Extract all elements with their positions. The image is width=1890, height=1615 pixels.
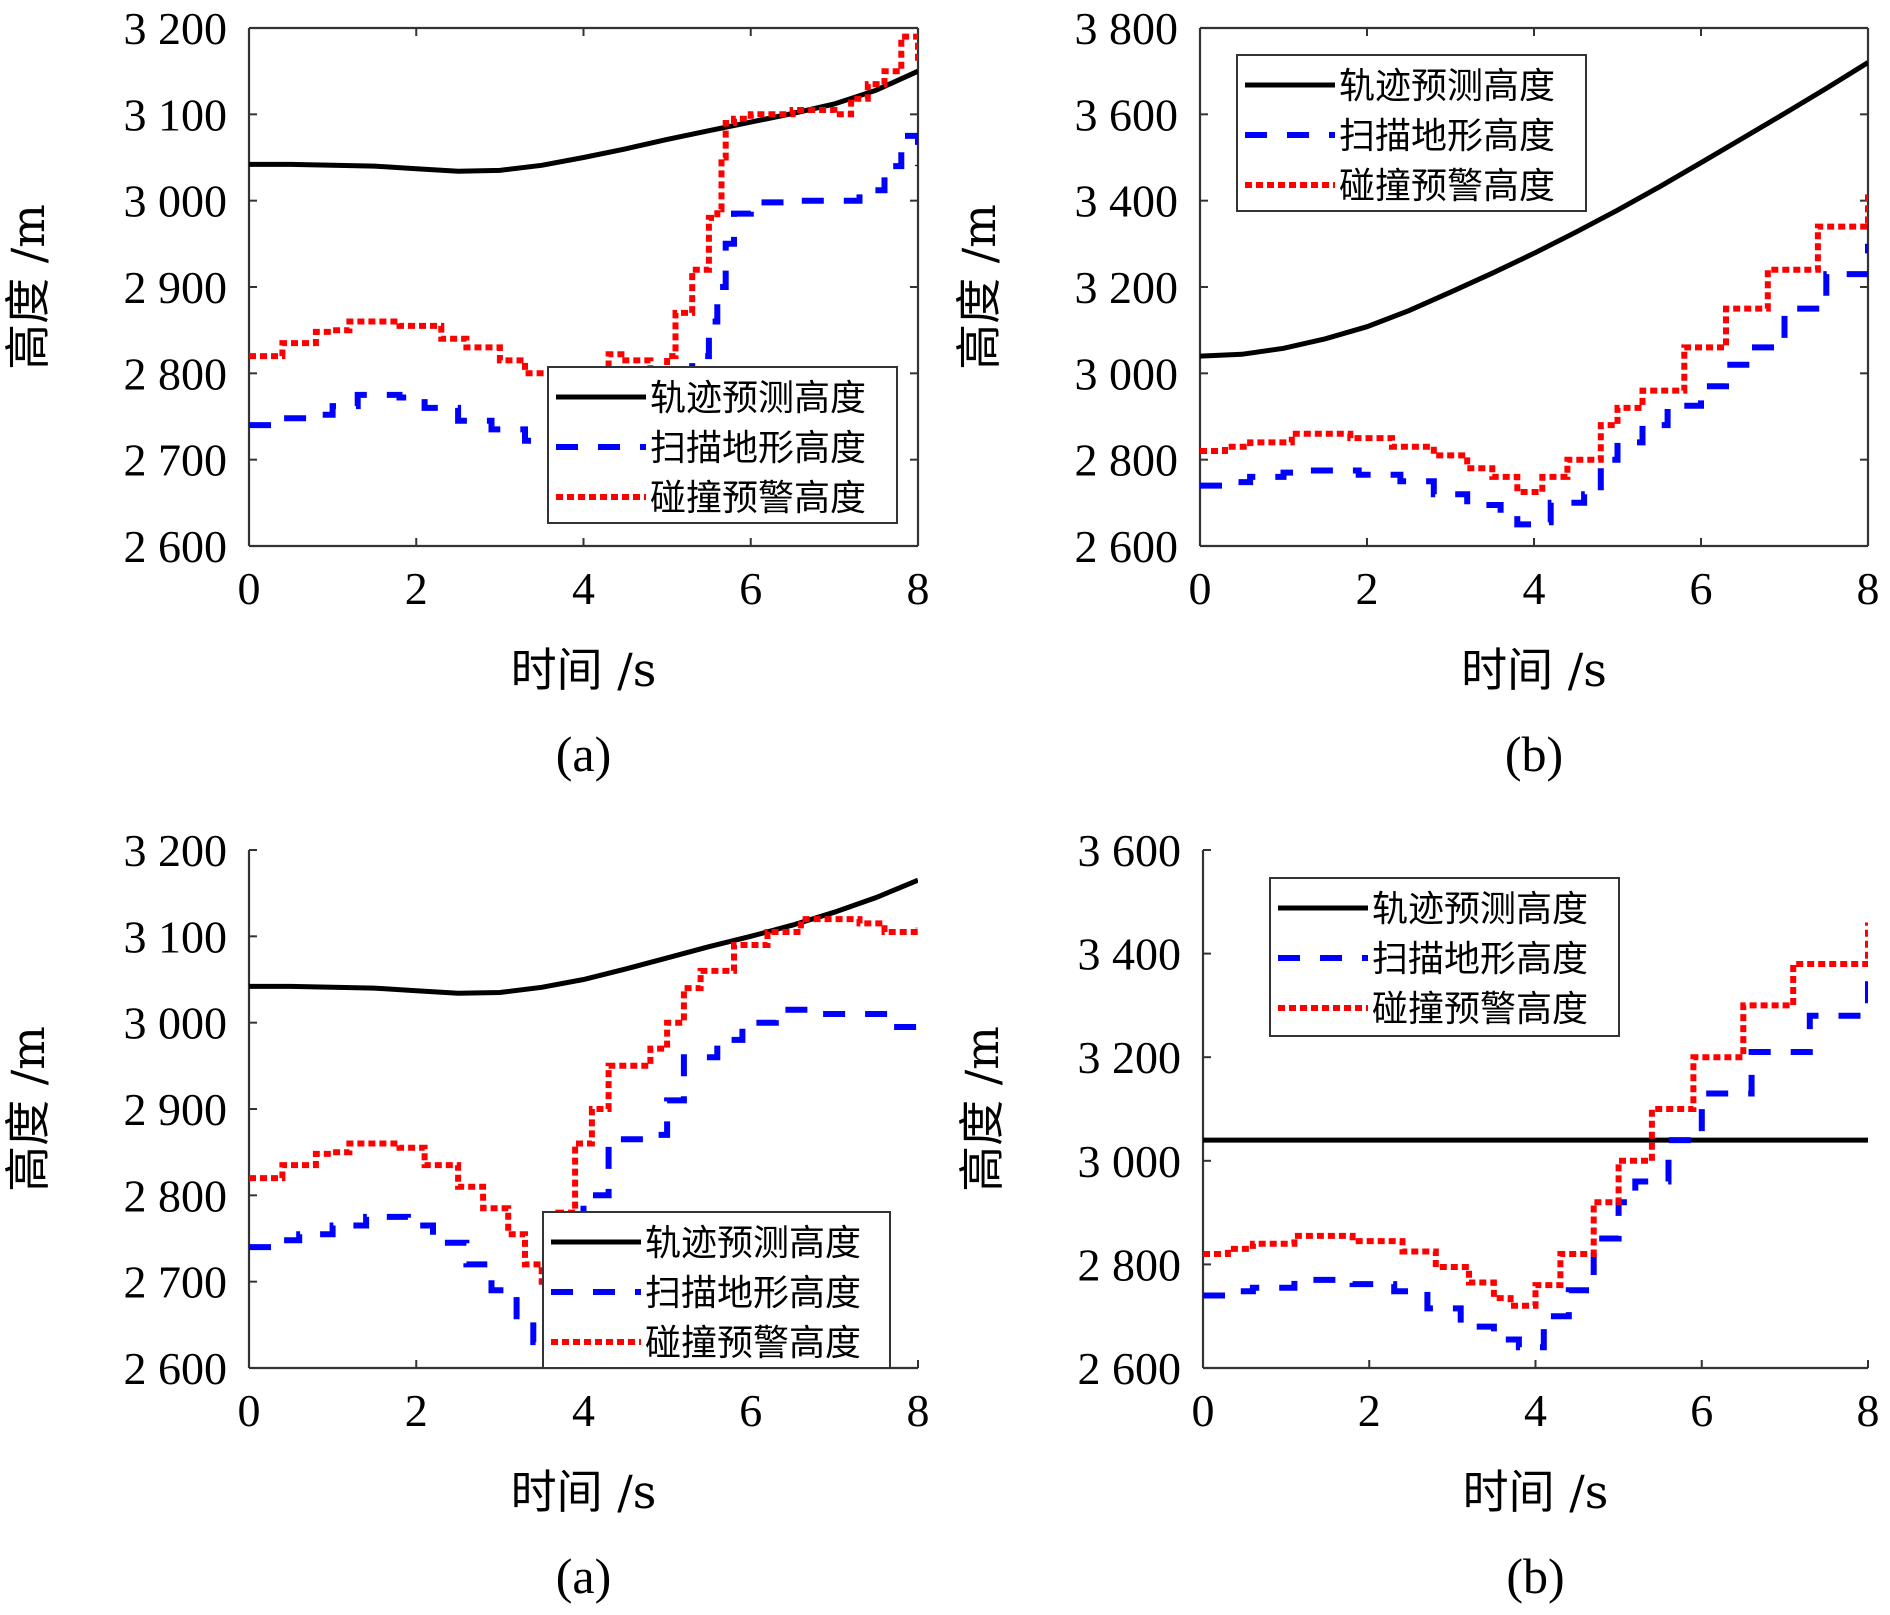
y-tick-label: 2 800 (1075, 435, 1179, 486)
legend-label: 轨迹预测高度 (1372, 889, 1588, 930)
y-tick-label: 3 200 (1078, 1032, 1182, 1083)
series-line-warning (249, 33, 918, 398)
x-tick-label: 2 (1358, 1385, 1381, 1436)
x-axis-title: 时间 /s (511, 1465, 657, 1519)
y-tick-label: 2 900 (124, 262, 228, 313)
y-tick-label: 2 800 (124, 1170, 228, 1221)
y-tick-label: 3 200 (124, 825, 228, 876)
series-line-trajectory (249, 877, 918, 996)
x-axis-title: 时间 /s (1461, 643, 1607, 697)
panel-top-right: 0 2 4 6 8 2 600 2 800 3 000 3 200 3 400 3 600 3 800… (952, 3, 1880, 782)
legend-label: 扫描地形高度 (645, 1273, 861, 1314)
series-line-warning (249, 916, 918, 1285)
series-line-terrain (1200, 243, 1868, 528)
y-tick-label: 2 800 (124, 348, 228, 399)
x-tick-label: 8 (907, 563, 930, 614)
series-line-warning (1200, 192, 1868, 495)
y-tick-label: 2 800 (1078, 1239, 1182, 1290)
x-tick-label: 8 (907, 1385, 930, 1436)
y-tick-label: 2 600 (124, 1343, 228, 1394)
x-tick-label: 4 (1524, 1385, 1547, 1436)
axes: 0 2 4 6 8 2 600 2 800 3 000 3 200 3 400 3 600 (1078, 825, 1880, 1436)
y-tick-label: 3 200 (124, 3, 228, 54)
panel-bottom-left: 0 2 4 6 8 2 600 2 700 2 800 2 900 3 000 3 100 3 200… (1, 825, 930, 1604)
x-tick-label: 4 (1523, 563, 1546, 614)
series-line-trajectory (249, 68, 918, 174)
axes: 0 2 4 6 8 2 600 2 700 2 800 2 900 3 000 3 100 3 200 (124, 825, 930, 1436)
legend-label: 碰撞预警高度 (650, 478, 866, 519)
y-tick-label: 2 600 (1075, 521, 1179, 572)
plot-area (1203, 922, 1868, 1351)
axes: 0 2 4 6 8 2 600 2 700 2 800 2 900 3 000 3 100 3 200 (124, 3, 930, 614)
x-tick-label: 0 (238, 563, 261, 614)
y-tick-label: 2 700 (124, 435, 228, 486)
x-tick-label: 6 (739, 1385, 762, 1436)
panel-top-left: 0 2 4 6 8 2 600 2 700 2 800 2 900 3 000 3 100 3 200… (1, 3, 930, 782)
x-tick-label: 6 (1690, 563, 1713, 614)
y-tick-label: 3 400 (1078, 929, 1182, 980)
y-axis-title: 高度 /m (955, 1026, 1009, 1192)
x-tick-label: 0 (1189, 563, 1212, 614)
x-tick-label: 8 (1857, 563, 1880, 614)
x-tick-label: 0 (1192, 1385, 1215, 1436)
y-tick-label: 3 000 (124, 176, 228, 227)
x-tick-label: 2 (1356, 563, 1379, 614)
y-tick-label: 3 600 (1075, 89, 1179, 140)
x-axis-title: 时间 /s (511, 643, 657, 697)
y-tick-label: 3 400 (1075, 176, 1179, 227)
y-tick-label: 3 000 (124, 998, 228, 1049)
y-tick-label: 2 600 (1078, 1343, 1182, 1394)
x-tick-label: 2 (405, 563, 428, 614)
y-tick-label: 3 800 (1075, 3, 1179, 54)
panel-bottom-right: 0 2 4 6 8 2 600 2 800 3 000 3 200 3 400 3 600 时间 /s… (955, 825, 1880, 1604)
y-tick-label: 3 200 (1075, 262, 1179, 313)
x-tick-label: 6 (1690, 1385, 1713, 1436)
y-tick-label: 3 600 (1078, 825, 1182, 876)
legend-label: 扫描地形高度 (1372, 939, 1588, 980)
plot-area (1200, 60, 1868, 528)
series-line-warning (1203, 922, 1868, 1309)
y-axis-title: 高度 /m (1, 1026, 55, 1192)
legend-label: 轨迹预测高度 (645, 1223, 861, 1264)
x-tick-label: 4 (572, 1385, 595, 1436)
x-axis-title: 时间 /s (1463, 1465, 1609, 1519)
legend-label: 轨迹预测高度 (650, 378, 866, 419)
x-tick-label: 6 (739, 563, 762, 614)
panel-caption: (a) (556, 1548, 612, 1604)
y-tick-label: 2 700 (124, 1257, 228, 1308)
legend-label: 扫描地形高度 (650, 428, 866, 469)
axes: 0 2 4 6 8 2 600 2 800 3 000 3 200 3 400 3 600 3 800 (1075, 3, 1880, 614)
panel-caption: (b) (1506, 1548, 1564, 1604)
y-axis-title: 高度 /m (952, 204, 1006, 370)
y-tick-label: 3 100 (124, 89, 228, 140)
panel-caption: (b) (1505, 726, 1563, 782)
series-line-terrain (1203, 979, 1868, 1351)
legend-label: 扫描地形高度 (1339, 116, 1555, 157)
x-tick-label: 4 (572, 563, 595, 614)
x-tick-label: 0 (238, 1385, 261, 1436)
y-tick-label: 3 100 (124, 911, 228, 962)
y-tick-label: 3 000 (1078, 1136, 1182, 1187)
y-tick-label: 3 000 (1075, 348, 1179, 399)
series-line-terrain (249, 132, 918, 472)
y-tick-label: 2 600 (124, 521, 228, 572)
y-tick-label: 2 900 (124, 1084, 228, 1135)
legend-label: 碰撞预警高度 (1339, 166, 1555, 207)
x-tick-label: 2 (405, 1385, 428, 1436)
panel-caption: (a) (556, 726, 612, 782)
legend-label: 轨迹预测高度 (1339, 66, 1555, 107)
x-tick-label: 8 (1857, 1385, 1880, 1436)
series-line-trajectory (1200, 60, 1868, 359)
legend-label: 碰撞预警高度 (645, 1323, 861, 1364)
legend-label: 碰撞预警高度 (1372, 989, 1588, 1030)
y-axis-title: 高度 /m (1, 204, 55, 370)
